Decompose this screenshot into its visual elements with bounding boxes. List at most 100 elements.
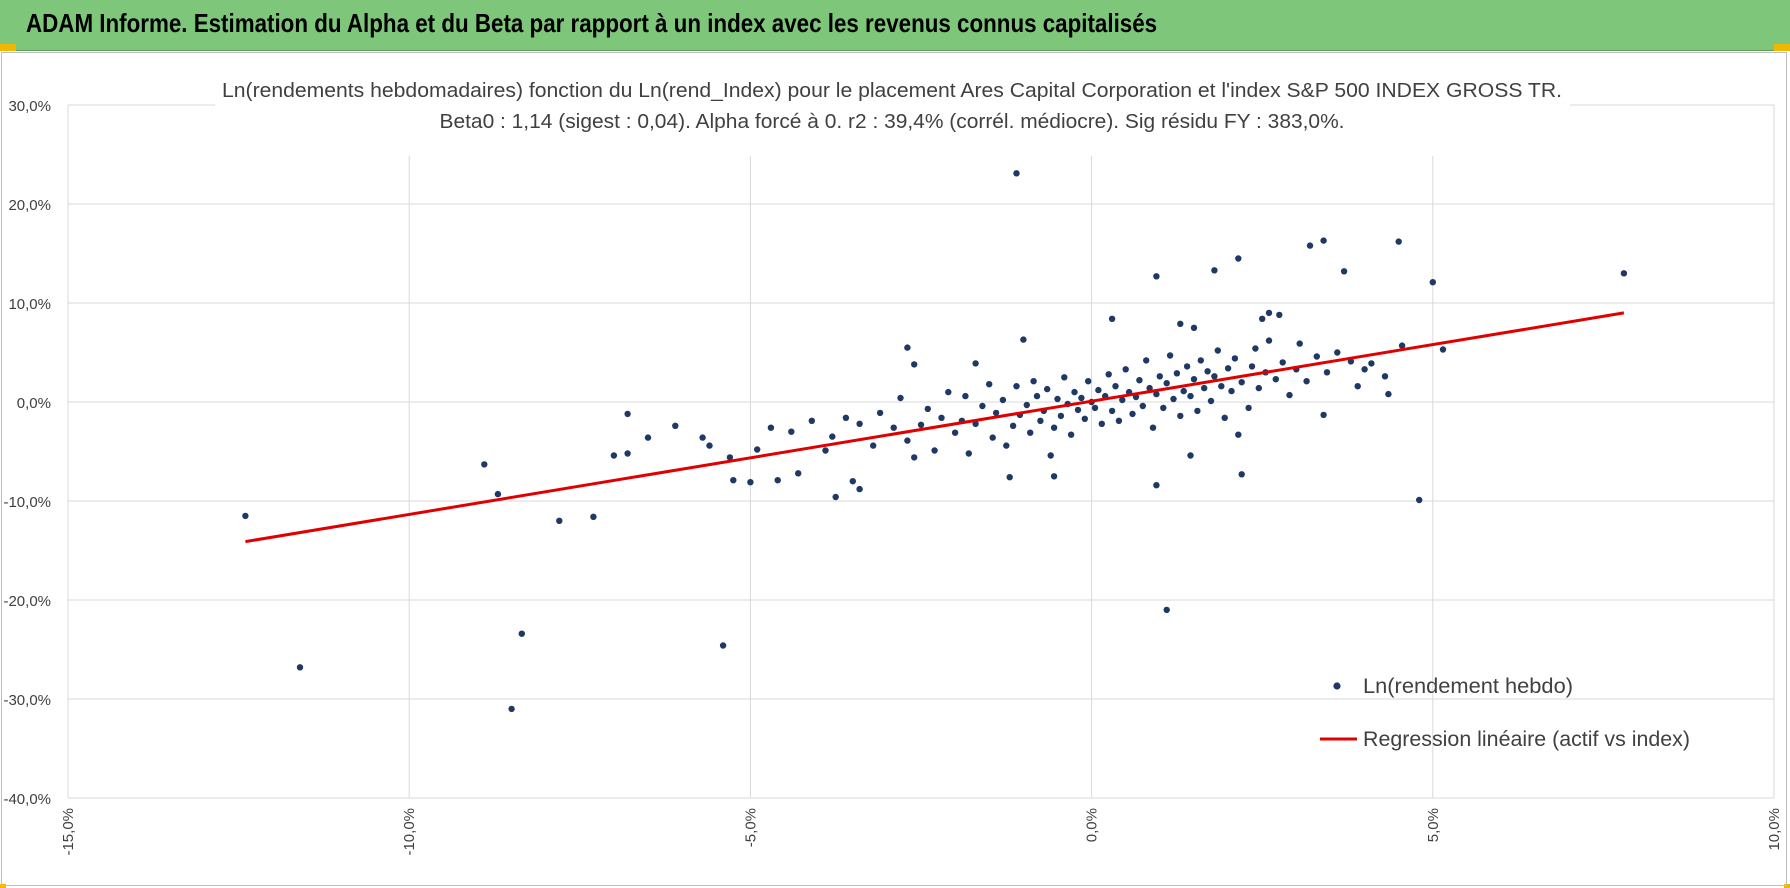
data-point <box>730 477 737 484</box>
data-point <box>1139 402 1147 410</box>
data-point <box>1013 170 1020 177</box>
data-point <box>1160 404 1167 412</box>
data-point <box>624 450 631 457</box>
data-point <box>518 630 525 637</box>
data-point <box>1190 376 1198 383</box>
data-point <box>1265 337 1273 344</box>
title-background <box>215 74 1570 156</box>
data-point <box>1033 392 1041 400</box>
x-tick-label: 5,0% <box>1425 808 1442 842</box>
data-point <box>1235 255 1242 262</box>
data-point <box>1265 309 1273 317</box>
data-point <box>1143 357 1150 364</box>
x-tick-label: -15,0% <box>60 808 77 856</box>
data-point <box>842 414 850 421</box>
data-point <box>856 420 863 427</box>
data-point <box>829 433 836 440</box>
data-point <box>1153 482 1160 489</box>
data-point <box>1013 383 1020 390</box>
y-tick-label: -20,0% <box>3 593 51 610</box>
data-point <box>1190 324 1198 331</box>
data-point <box>1003 442 1010 449</box>
data-point <box>979 402 986 410</box>
data-point <box>1334 349 1341 356</box>
data-point <box>1027 429 1034 436</box>
chart-title: Ln(rendements hebdomadaires) fonction du… <box>222 80 1562 102</box>
regression-line <box>245 311 1625 544</box>
data-point <box>945 388 952 396</box>
data-point <box>590 513 597 520</box>
corner-marker-bottom-right <box>1784 884 1790 888</box>
data-point <box>1197 357 1205 364</box>
data-point <box>1153 273 1160 280</box>
chart-subtitle: Beta0 : 1,14 (sigest : 0,04). Alpha forc… <box>440 111 1345 133</box>
data-point <box>1108 407 1116 415</box>
data-point <box>1173 370 1181 377</box>
data-point <box>1279 359 1286 366</box>
data-point <box>917 421 925 428</box>
data-point <box>242 512 249 520</box>
header-title: ADAM Informe. Estimation du Alpha et du … <box>26 8 1158 38</box>
data-point <box>1361 366 1368 373</box>
data-point <box>556 517 563 524</box>
data-point <box>699 434 706 441</box>
data-point <box>1235 431 1242 438</box>
data-point <box>1149 424 1157 431</box>
data-point <box>1255 384 1263 392</box>
data-point <box>1320 237 1327 244</box>
data-point <box>1385 390 1392 398</box>
data-point <box>1323 369 1331 376</box>
data-point <box>822 447 829 454</box>
data-point <box>911 454 918 461</box>
data-point <box>1429 279 1437 286</box>
data-point <box>1122 366 1129 373</box>
y-tick-label: 10,0% <box>8 296 51 313</box>
data-point <box>989 434 996 441</box>
y-tick-label: 20,0% <box>8 197 51 214</box>
data-point <box>1395 238 1402 245</box>
data-point <box>1163 380 1170 387</box>
ticks-layer: 30,0% 20,0% 10,0% 0,0% -10,0% -20,0% -30,0% -40… <box>3 98 1783 856</box>
data-point <box>911 361 918 368</box>
data-point <box>1050 424 1058 431</box>
data-point <box>1183 363 1191 370</box>
data-point <box>1224 365 1232 372</box>
data-point <box>1108 315 1116 322</box>
x-tick-label: 10,0% <box>1766 808 1783 851</box>
x-tick-label: -10,0% <box>401 808 418 856</box>
data-point <box>1211 373 1218 380</box>
data-point <box>1180 387 1187 395</box>
data-point <box>1074 406 1082 414</box>
data-point <box>1194 407 1201 415</box>
y-tick-label: 0,0% <box>17 395 51 412</box>
data-point <box>938 414 945 421</box>
data-point <box>808 417 815 424</box>
data-point <box>1098 420 1106 427</box>
data-point <box>1119 396 1126 404</box>
data-point <box>1177 412 1184 420</box>
data-point <box>1047 452 1054 459</box>
data-point <box>972 360 979 367</box>
data-point <box>644 434 652 441</box>
data-point <box>788 428 795 435</box>
data-point <box>1030 378 1037 385</box>
data-point <box>1166 352 1174 359</box>
y-tick-label: -40,0% <box>3 791 51 808</box>
data-point <box>610 452 618 459</box>
data-point <box>1078 394 1085 402</box>
data-point <box>1211 267 1218 274</box>
data-point <box>747 479 754 486</box>
data-point <box>1187 452 1194 459</box>
data-point <box>1156 373 1164 380</box>
data-point <box>726 454 734 461</box>
data-point <box>1091 404 1099 412</box>
data-point <box>1023 401 1030 409</box>
data-point <box>494 490 502 498</box>
legend-marker-scatter <box>1333 682 1341 690</box>
data-point <box>1112 383 1119 390</box>
data-point <box>1020 336 1027 343</box>
data-point <box>508 705 515 713</box>
data-point <box>1296 340 1303 347</box>
data-point <box>1115 417 1123 424</box>
data-point <box>1136 377 1143 384</box>
